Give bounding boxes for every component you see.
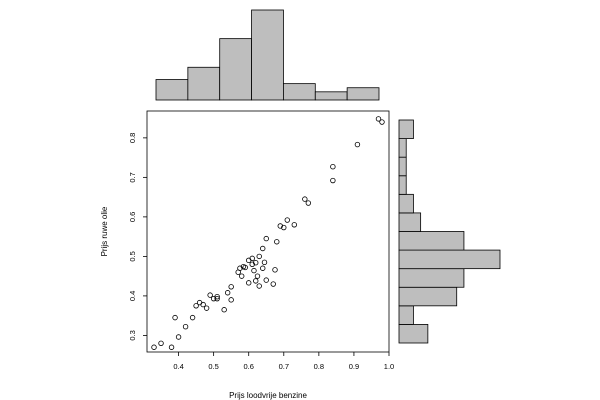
x-histogram-bar — [251, 9, 284, 101]
data-point — [253, 260, 259, 266]
data-point — [175, 334, 182, 340]
data-point — [263, 277, 269, 283]
data-point — [270, 281, 276, 287]
x-histogram-bar — [155, 79, 189, 101]
data-point — [330, 164, 336, 170]
y-histogram-bar — [398, 305, 414, 325]
data-point — [272, 267, 278, 273]
data-point — [237, 265, 243, 271]
data-point — [260, 245, 266, 252]
x-tick-label: 0.5 — [208, 362, 218, 371]
scatter-plot: 0.4 0.5 0.6 0.7 0.8 0.9 1.0 0.3 0.4 0.5 0.6 0.7 0.8… — [100, 110, 394, 400]
x-histogram-bar — [346, 87, 380, 101]
data-point — [182, 324, 189, 330]
data-point — [172, 314, 178, 321]
y-tick-label: 0.3 — [128, 330, 137, 340]
y-axis-title: Prijs ruwe olie — [100, 206, 109, 256]
y-tick-label: 0.7 — [128, 172, 137, 182]
y-histogram-bar — [398, 286, 458, 307]
data-point — [305, 200, 312, 206]
y-histogram-bar — [398, 193, 414, 214]
data-point — [242, 264, 248, 271]
data-point — [291, 222, 297, 228]
x-histogram-bar — [283, 83, 316, 101]
data-point — [238, 273, 245, 279]
data-point — [302, 196, 308, 202]
plot-frame — [146, 110, 390, 353]
x-tick-label: 1.0 — [384, 362, 394, 371]
data-point — [214, 293, 220, 300]
data-points — [151, 116, 385, 350]
y-histogram-bar — [398, 231, 465, 251]
data-point — [261, 259, 268, 266]
y-axis: 0.3 0.4 0.5 0.6 0.7 0.8 — [128, 133, 147, 341]
data-point — [284, 217, 290, 223]
y-histogram-bar — [398, 175, 407, 195]
data-point — [228, 284, 234, 290]
data-point — [260, 265, 266, 271]
x-histogram-bar — [314, 91, 348, 101]
data-point — [274, 239, 280, 245]
data-point — [249, 261, 255, 267]
x-histogram-bar — [219, 38, 252, 101]
x-marginal-histogram — [155, 9, 380, 101]
data-point — [330, 177, 336, 184]
data-point — [207, 292, 213, 298]
data-point — [375, 116, 382, 122]
data-point — [256, 253, 262, 260]
data-point — [221, 307, 227, 313]
y-histogram-bar — [398, 156, 407, 177]
data-point — [200, 301, 206, 308]
data-point — [246, 280, 252, 286]
x-axis: 0.4 0.5 0.6 0.7 0.8 0.9 1.0 — [173, 352, 394, 371]
data-point — [189, 314, 196, 321]
y-tick-label: 0.6 — [128, 212, 137, 222]
x-histogram-bar — [187, 66, 221, 101]
data-point — [203, 305, 210, 311]
y-histogram-bar — [398, 249, 501, 270]
x-axis-title: Prijs loodvrije benzine — [229, 391, 307, 400]
y-tick-label: 0.4 — [128, 291, 137, 301]
y-histogram-bar — [398, 119, 414, 139]
data-point — [251, 267, 257, 274]
x-tick-label: 0.7 — [279, 362, 289, 371]
y-tick-label: 0.8 — [128, 133, 137, 143]
x-tick-label: 0.8 — [314, 362, 324, 371]
data-point — [254, 273, 261, 279]
y-histogram-bar — [398, 268, 465, 288]
data-point — [193, 303, 199, 309]
y-tick-label: 0.5 — [128, 251, 137, 261]
data-point — [158, 340, 164, 347]
data-point — [228, 297, 234, 303]
y-marginal-histogram — [398, 119, 501, 344]
data-point — [249, 255, 255, 262]
data-point — [354, 141, 361, 148]
x-tick-label: 0.4 — [173, 362, 183, 371]
data-point — [256, 283, 262, 289]
y-histogram-bar — [398, 212, 422, 232]
data-point — [281, 224, 287, 231]
y-histogram-bar — [398, 138, 407, 158]
x-tick-label: 0.6 — [243, 362, 253, 371]
data-point — [151, 344, 157, 350]
data-point — [224, 290, 231, 296]
data-point — [263, 235, 269, 242]
data-point — [277, 223, 283, 229]
data-point — [253, 278, 259, 284]
x-tick-label: 0.9 — [349, 362, 359, 371]
data-point — [214, 295, 220, 302]
y-histogram-bar — [398, 324, 429, 344]
data-point — [168, 344, 175, 350]
data-point — [379, 119, 385, 125]
